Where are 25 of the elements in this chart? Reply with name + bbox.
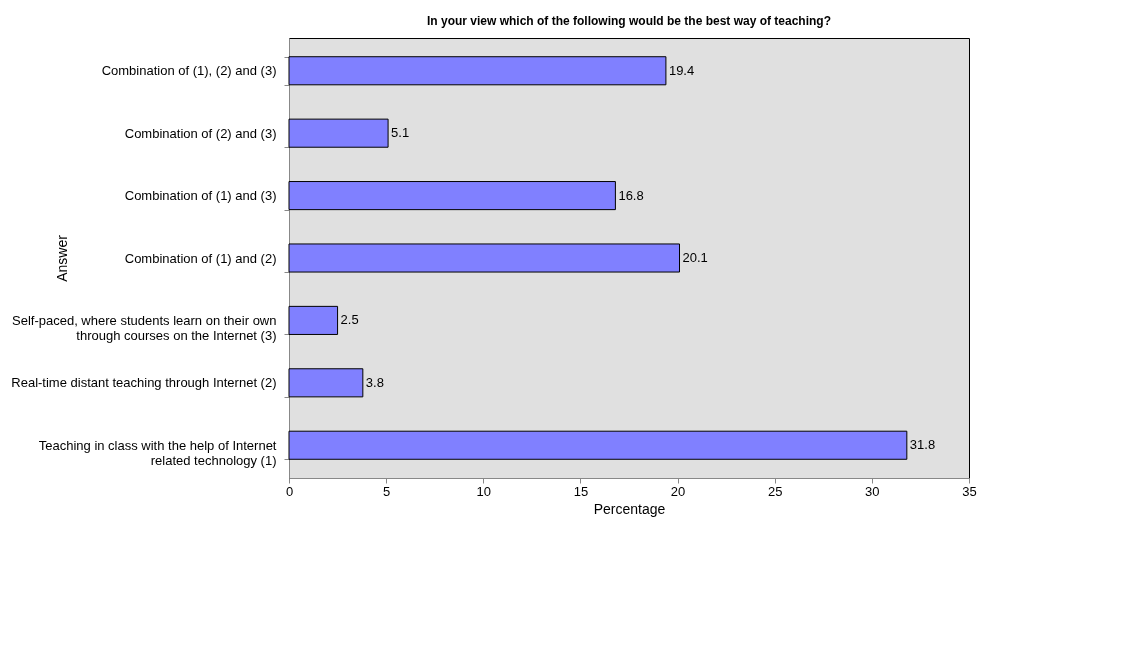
x-tick-label: 15: [573, 483, 589, 499]
data-label: 3.8: [365, 374, 384, 390]
data-label: 20.1: [682, 250, 708, 265]
x-axis-title: Percentage: [593, 500, 666, 517]
data-label: 5.1: [391, 125, 410, 141]
x-tick-label: 5: [383, 483, 391, 499]
x-tick-label: 10: [476, 483, 492, 499]
y-tick-label: Combination of (1) and (2): [124, 250, 277, 266]
data-label: 16.8: [618, 187, 644, 203]
y-tick-label: Real-time distant teaching through Internet (2): [11, 375, 277, 391]
x-tick-label: 0: [285, 483, 294, 499]
x-tick-label: 25: [767, 483, 783, 499]
y-tick-label: Self-paced, where students learn on their own through courses on the Internet (3): [12, 312, 277, 343]
y-tick-label: Combination of (2) and (3): [124, 125, 277, 141]
chart-title: In your view which of the following would be the best way of teaching?: [426, 14, 832, 28]
y-tick-label: Teaching in class with the help of Internet related technology (1): [38, 437, 277, 468]
y-tick-label: Combination of (1), (2) and (3): [101, 63, 277, 79]
x-tick-label: 30: [865, 483, 880, 499]
y-axis-title: Answer: [53, 234, 70, 282]
data-label: 19.4: [668, 62, 695, 78]
x-tick-label: 20: [670, 483, 686, 499]
data-label: 31.8: [909, 437, 936, 453]
y-tick-label: Combination of (1) and (3): [124, 188, 277, 204]
x-tick-label: 35: [962, 483, 977, 499]
data-label: 2.5: [340, 312, 359, 328]
